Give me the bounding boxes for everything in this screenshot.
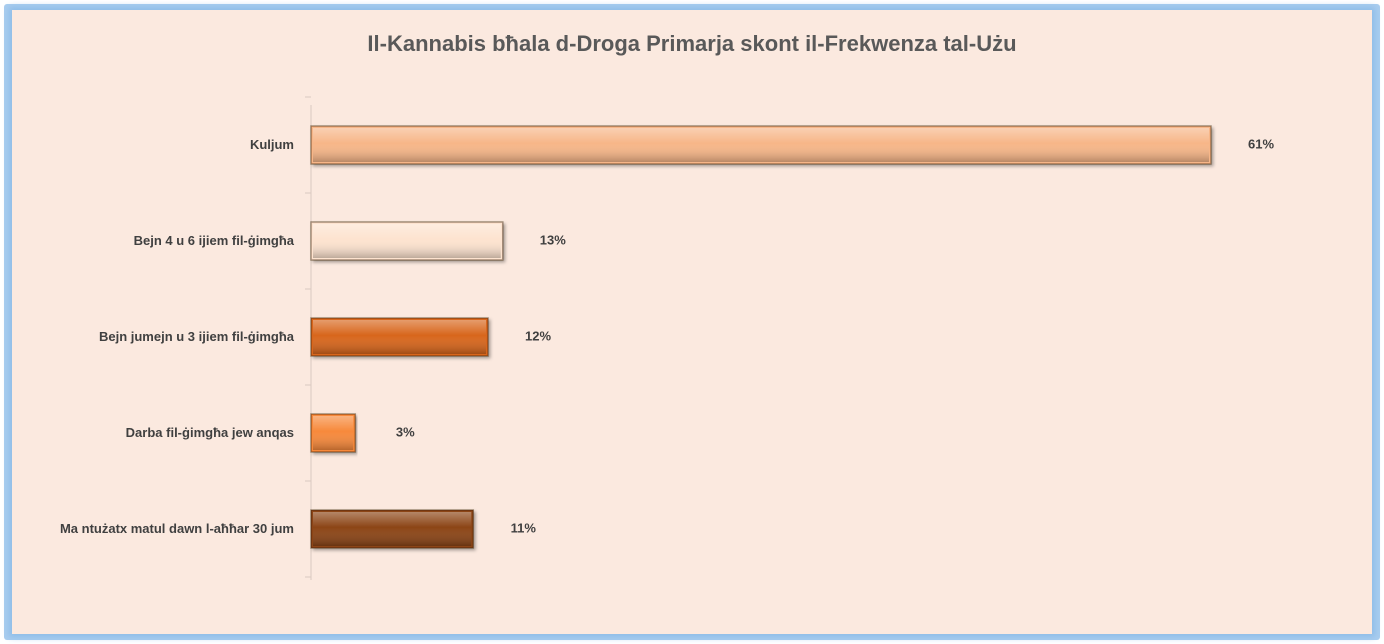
category-label-box: Ma ntużatx matul dawn l-aħħar 30 jum — [14, 504, 294, 554]
chart-title: Il-Kannabis bħala d-Droga Primarja skont… — [367, 31, 1016, 56]
category-label-box: Kuljum — [14, 120, 294, 170]
category-label: Darba fil-ġimgħa jew anqas — [125, 425, 294, 440]
data-label: 3% — [396, 424, 415, 439]
bar — [310, 509, 475, 549]
category-label-box: Darba fil-ġimgħa jew anqas — [14, 408, 294, 458]
category-label: Ma ntużatx matul dawn l-aħħar 30 jum — [59, 521, 294, 536]
category-label: Kuljum — [249, 137, 294, 152]
bar — [310, 221, 504, 261]
chart-panel — [12, 10, 1372, 634]
data-label: 11% — [511, 520, 537, 535]
bar — [310, 317, 489, 357]
category-label: Bejn 4 u 6 ijiem fil-ġimgħa — [133, 233, 294, 248]
bar — [310, 125, 1212, 165]
category-label-box: Bejn jumejn u 3 ijiem fil-ġimgħa — [14, 312, 294, 362]
category-label: Bejn jumejn u 3 ijiem fil-ġimgħa — [98, 329, 294, 344]
data-label: 13% — [540, 232, 566, 247]
category-label-box: Bejn 4 u 6 ijiem fil-ġimgħa — [14, 216, 294, 266]
bar — [310, 413, 357, 453]
data-label: 12% — [525, 328, 551, 343]
data-label: 61% — [1248, 136, 1274, 151]
